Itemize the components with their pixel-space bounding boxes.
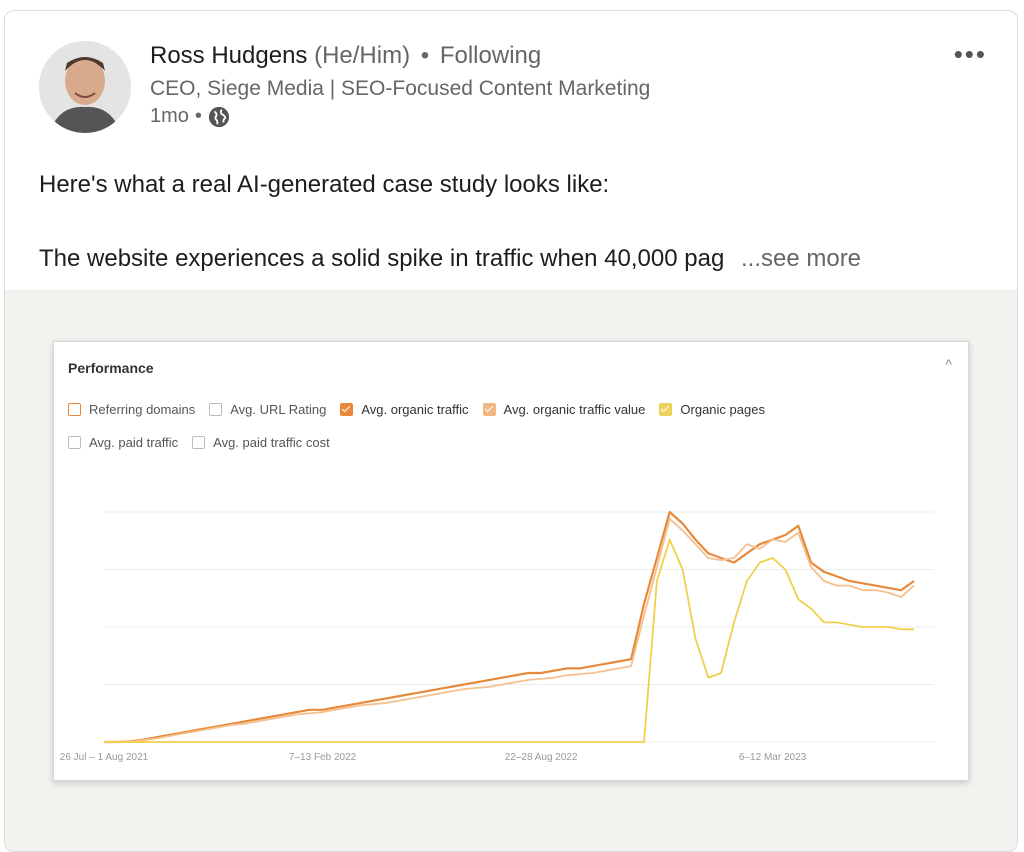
follow-status[interactable]: Following <box>439 42 542 69</box>
legend-label-avg-url-rating: Avg. URL Rating <box>230 402 327 417</box>
see-more-link[interactable]: ...see more <box>740 245 862 272</box>
legend-label-referring-domains: Referring domains <box>89 402 196 417</box>
legend-row-1: Referring domains Avg. URL Rating Avg. o… <box>68 402 948 417</box>
series-line-avg-organic-traffic-value[interactable] <box>104 518 915 743</box>
legend-avg-organic-traffic[interactable]: Avg. organic traffic <box>340 402 469 417</box>
legend-label-avg-paid-traffic: Avg. paid traffic <box>89 435 179 450</box>
legend-checkbox-avg-paid-traffic[interactable] <box>68 436 81 449</box>
series-line-organic-pages[interactable] <box>104 538 914 743</box>
legend-checkbox-avg-url-rating[interactable] <box>209 403 223 416</box>
post-meta: 1mo • <box>150 105 650 128</box>
x-tick-label: 6–12 Mar 2023 <box>739 752 807 763</box>
post-text: Here's what a real AI-generated case stu… <box>39 169 989 275</box>
chart-title: Performance <box>68 360 154 376</box>
legend-avg-paid-traffic-cost[interactable]: Avg. paid traffic cost <box>192 435 330 450</box>
chart-legend: Referring domains Avg. URL Rating Avg. o… <box>68 402 948 468</box>
author-block: Ross Hudgens (He/Him) • Following CEO, S… <box>150 41 650 128</box>
post-text-line-1: Here's what a real AI-generated case stu… <box>39 171 610 198</box>
legend-checkbox-avg-paid-traffic-cost[interactable] <box>192 436 206 449</box>
series-line-avg-organic-traffic[interactable] <box>104 510 915 744</box>
x-tick-label: 7–13 Feb 2022 <box>289 752 357 763</box>
legend-checkbox-avg-organic-traffic-value[interactable] <box>482 403 496 416</box>
legend-checkbox-organic-pages[interactable] <box>659 403 673 416</box>
x-tick-label: 22–28 Aug 2022 <box>505 752 578 763</box>
author-name[interactable]: Ross Hudgens <box>150 42 308 69</box>
post-card: Ross Hudgens (He/Him) • Following CEO, S… <box>4 10 1018 852</box>
legend-avg-organic-traffic-value[interactable]: Avg. organic traffic value <box>482 402 646 417</box>
avatar-photo <box>39 41 131 133</box>
collapse-chevron-icon[interactable]: ^ <box>945 356 952 372</box>
post-text-line-2-content: The website experiences a solid spike in… <box>39 245 725 272</box>
legend-row-2: Avg. paid traffic Avg. paid traffic cost <box>68 435 948 450</box>
legend-checkbox-avg-organic-traffic[interactable] <box>340 403 354 416</box>
performance-chart-card: Performance ^ Referring domains Avg. URL… <box>53 341 969 781</box>
separator: • <box>420 42 430 69</box>
post-time: 1mo <box>150 105 189 127</box>
legend-checkbox-referring-domains[interactable] <box>68 403 81 416</box>
globe-icon <box>208 106 230 127</box>
legend-avg-url-rating[interactable]: Avg. URL Rating <box>209 402 326 417</box>
time-separator: • <box>194 105 202 127</box>
legend-organic-pages[interactable]: Organic pages <box>659 402 765 417</box>
post-text-line-2: The website experiences a solid spike in… <box>39 243 989 275</box>
x-tick-label: 26 Jul – 1 Aug 2021 <box>60 752 149 763</box>
avatar[interactable] <box>39 41 131 133</box>
author-name-row: Ross Hudgens (He/Him) • Following <box>150 41 650 71</box>
pronouns: (He/Him) <box>314 42 411 69</box>
more-options-button[interactable]: ••• <box>953 39 987 69</box>
legend-label-avg-organic-traffic-value: Avg. organic traffic value <box>503 402 646 417</box>
legend-label-avg-paid-traffic-cost: Avg. paid traffic cost <box>213 435 330 450</box>
legend-avg-paid-traffic[interactable]: Avg. paid traffic <box>68 435 178 450</box>
legend-referring-domains[interactable]: Referring domains <box>68 402 195 417</box>
legend-label-organic-pages: Organic pages <box>680 402 765 417</box>
author-headline: CEO, Siege Media | SEO-Focused Content M… <box>150 77 651 100</box>
legend-label-avg-organic-traffic: Avg. organic traffic <box>361 402 469 417</box>
post-media[interactable]: Performance ^ Referring domains Avg. URL… <box>5 290 1017 851</box>
line-chart: 26 Jul – 1 Aug 2021 7–13 Feb 2022 22–28 Au… <box>60 510 934 763</box>
